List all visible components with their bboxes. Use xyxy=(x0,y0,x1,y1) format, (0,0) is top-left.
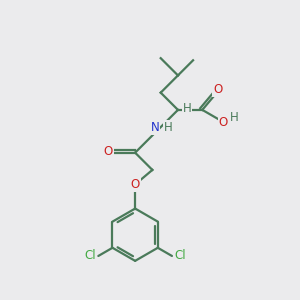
Text: O: O xyxy=(104,145,113,158)
Text: O: O xyxy=(213,83,223,96)
Text: N: N xyxy=(151,121,159,134)
Text: Cl: Cl xyxy=(85,250,96,262)
Text: O: O xyxy=(130,178,140,191)
Text: Cl: Cl xyxy=(174,250,186,262)
Text: H: H xyxy=(230,111,239,124)
Text: H: H xyxy=(164,121,172,134)
Text: O: O xyxy=(219,116,228,129)
Text: H: H xyxy=(182,102,191,115)
